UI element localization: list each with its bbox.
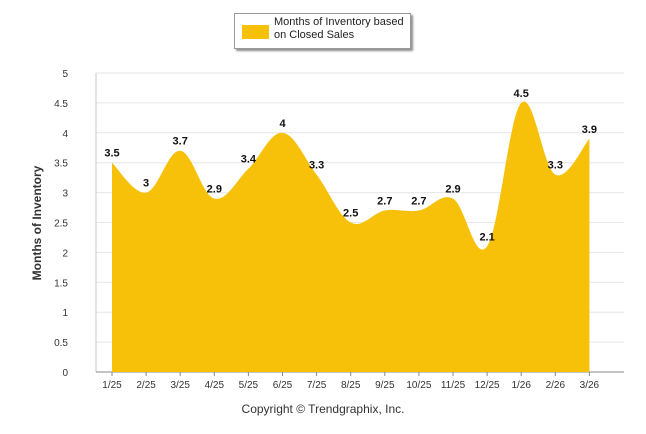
x-tick-label: 12/25: [475, 380, 500, 391]
y-tick-label: 1.5: [54, 278, 68, 289]
y-tick-label: 0.5: [54, 338, 68, 349]
x-tick-label: 11/25: [441, 380, 466, 391]
x-tick-label: 7/25: [307, 380, 327, 391]
x-tick-label: 1/26: [511, 380, 531, 391]
x-tick-labels: 1/25 2/25 3/25 4/25 5/25 6/25 7/25 8/25 9/25 10/2…: [102, 372, 600, 391]
data-label: 4: [279, 118, 286, 130]
y-tick-label: 2: [62, 248, 68, 259]
y-tick-label: 5: [62, 69, 68, 80]
x-tick-label: 8/25: [341, 380, 361, 391]
data-label: 3.3: [309, 160, 324, 172]
data-label: 2.5: [343, 208, 358, 220]
y-tick-label: 3.5: [54, 159, 68, 170]
x-tick-label: 2/25: [136, 380, 156, 391]
area-series: [112, 101, 590, 373]
x-tick-label: 10/25: [406, 380, 431, 391]
y-axis-label: Months of Inventory: [30, 165, 44, 280]
x-tick-label: 1/25: [102, 380, 122, 391]
data-label: 2.9: [207, 184, 222, 196]
y-tick-label: 2.5: [54, 219, 68, 230]
data-label: 3.7: [173, 136, 188, 148]
y-tick-label: 3: [62, 189, 68, 200]
x-tick-label: 2/26: [546, 380, 566, 391]
data-label: 2.9: [445, 184, 460, 196]
x-tick-label: 5/25: [239, 380, 259, 391]
copyright-text: Copyright © Trendgraphix, Inc.: [241, 402, 405, 416]
x-tick-label: 4/25: [205, 380, 225, 391]
data-label: 3.3: [548, 160, 563, 172]
y-tick-label: 4.5: [54, 99, 68, 110]
data-label: 3.4: [241, 154, 257, 166]
x-tick-label: 3/25: [170, 380, 190, 391]
legend[interactable]: Months of Inventory based on Closed Sale…: [234, 13, 411, 49]
data-label: 3.5: [104, 148, 119, 160]
data-label: 3.9: [582, 124, 597, 136]
data-label: 2.7: [377, 196, 392, 208]
x-tick-label: 6/25: [273, 380, 293, 391]
y-tick-label: 4: [62, 129, 68, 140]
y-tick-labels: 0 0.5 1 1.5 2 2.5 3 3.5 4 4.5 5: [54, 69, 68, 379]
y-tick-label: 0: [62, 368, 68, 379]
data-label: 2.1: [479, 231, 494, 243]
data-labels: 3.5 3 3.7 2.9 3.4 4 3.3 2.5 2.7 2.7 2.9 2.1 4.5 3.3 3.…: [104, 88, 597, 244]
data-label: 2.7: [411, 196, 426, 208]
y-tick-label: 1: [62, 308, 68, 319]
legend-label: Months of Inventory based on Closed Sale…: [274, 16, 404, 41]
legend-swatch: [242, 25, 269, 39]
x-tick-label: 9/25: [375, 380, 395, 391]
data-label: 3: [143, 178, 149, 190]
data-label: 4.5: [514, 88, 529, 100]
x-tick-label: 3/26: [580, 380, 600, 391]
